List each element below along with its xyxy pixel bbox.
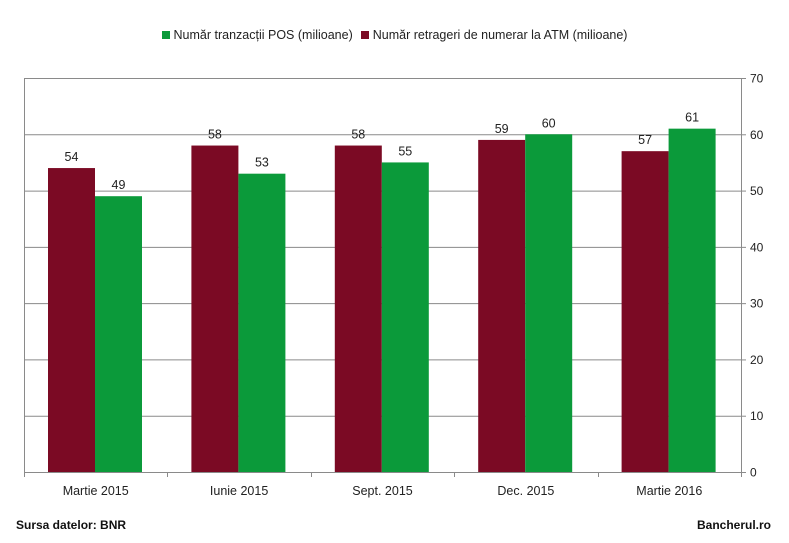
bar xyxy=(238,173,286,472)
data-label: 57 xyxy=(638,133,652,147)
data-source-note: Sursa datelor: BNR xyxy=(16,518,127,532)
data-label: 58 xyxy=(208,128,222,142)
legend-swatch-pos xyxy=(161,31,170,39)
data-label: 53 xyxy=(255,156,269,170)
bar xyxy=(525,134,573,473)
y-tick-label: 70 xyxy=(750,72,764,86)
legend-item-atm: Număr retrageri de numerar la ATM (milio… xyxy=(360,28,628,42)
bar xyxy=(381,162,429,472)
legend: Număr tranzacții POS (milioane) Număr re… xyxy=(0,28,789,42)
x-tick-label: Sept. 2015 xyxy=(352,484,413,498)
bar xyxy=(478,139,526,472)
legend-label-atm: Număr retrageri de numerar la ATM (milio… xyxy=(372,28,628,42)
legend-swatch-atm xyxy=(360,31,369,39)
brand-label: Bancherul.ro xyxy=(696,518,771,532)
bar xyxy=(668,128,716,472)
data-label: 55 xyxy=(398,144,412,158)
bar xyxy=(334,145,382,473)
legend-item-pos: Număr tranzacții POS (milioane) xyxy=(161,28,353,42)
x-tick-label: Martie 2016 xyxy=(636,484,702,498)
y-tick-label: 20 xyxy=(750,353,764,367)
data-label: 58 xyxy=(351,128,365,142)
data-label: 61 xyxy=(685,111,699,125)
data-label: 49 xyxy=(112,178,126,192)
y-tick-label: 50 xyxy=(750,184,764,198)
bar xyxy=(48,168,95,473)
bar xyxy=(95,196,142,472)
x-tick-label: Martie 2015 xyxy=(63,484,129,498)
data-label: 60 xyxy=(542,116,556,130)
y-tick-label: 10 xyxy=(750,409,764,423)
y-tick-label: 30 xyxy=(750,297,764,311)
data-label: 59 xyxy=(495,122,509,136)
legend-label-pos: Număr tranzacții POS (milioane) xyxy=(173,28,353,42)
bar xyxy=(621,151,669,472)
y-tick-label: 60 xyxy=(750,128,764,142)
y-tick-label: 0 xyxy=(750,466,757,480)
bar xyxy=(191,145,239,473)
data-label: 54 xyxy=(65,150,79,164)
x-tick-label: Dec. 2015 xyxy=(497,484,554,498)
y-tick-label: 40 xyxy=(750,240,764,254)
x-tick-label: Iunie 2015 xyxy=(210,484,268,498)
